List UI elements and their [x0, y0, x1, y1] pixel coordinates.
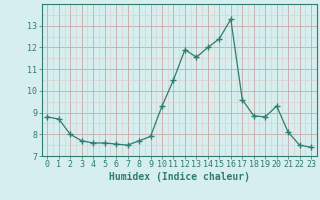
X-axis label: Humidex (Indice chaleur): Humidex (Indice chaleur) — [109, 172, 250, 182]
